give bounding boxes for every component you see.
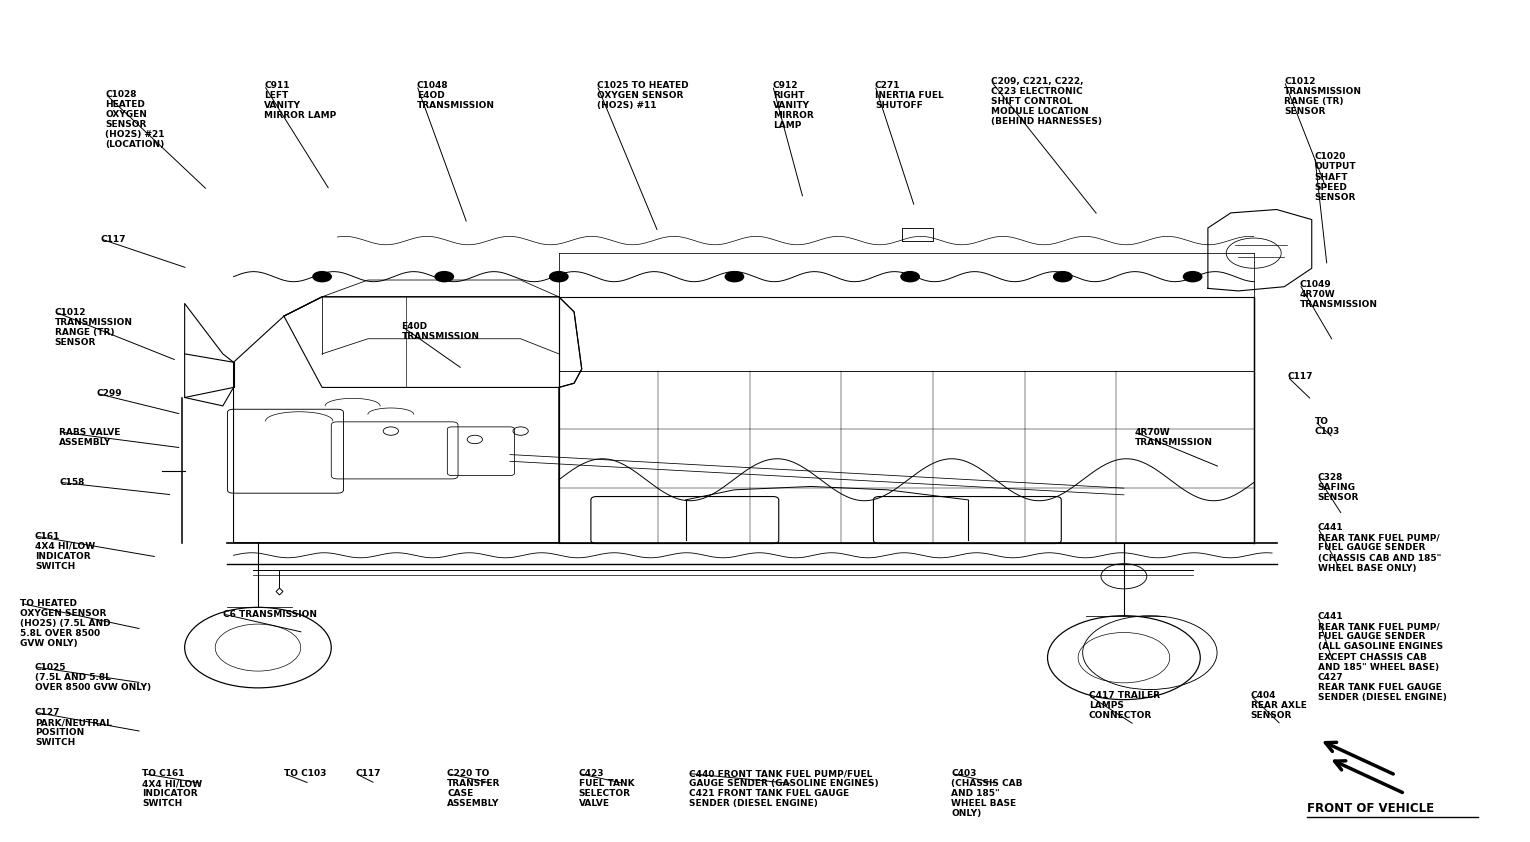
Text: C403
(CHASSIS CAB
AND 185"
WHEEL BASE
ONLY): C403 (CHASSIS CAB AND 185" WHEEL BASE ON… [952,770,1024,818]
Text: C441
REAR TANK FUEL PUMP/
FUEL GAUGE SENDER
(CHASSIS CAB AND 185"
WHEEL BASE ONL: C441 REAR TANK FUEL PUMP/ FUEL GAUGE SEN… [1317,524,1441,573]
Text: C117: C117 [1287,372,1313,381]
Text: C117: C117 [101,235,125,243]
Text: E40D
TRANSMISSION: E40D TRANSMISSION [401,322,479,341]
Text: C417 TRAILER
LAMPS
CONNECTOR: C417 TRAILER LAMPS CONNECTOR [1089,691,1160,720]
Circle shape [435,272,453,282]
Text: C117: C117 [355,770,381,778]
Text: C1049
4R70W
TRANSMISSION: C1049 4R70W TRANSMISSION [1299,280,1377,309]
Text: TO C103: TO C103 [285,770,326,778]
Text: C209, C221, C222,
C223 ELECTRONIC
SHIFT CONTROL
MODULE LOCATION
(BEHIND HARNESSE: C209, C221, C222, C223 ELECTRONIC SHIFT … [991,77,1102,126]
Circle shape [901,272,920,282]
Text: C1012
TRANSMISSION
RANGE (TR)
SENSOR: C1012 TRANSMISSION RANGE (TR) SENSOR [1284,77,1362,116]
Circle shape [314,272,332,282]
Text: RABS VALVE
ASSEMBLY: RABS VALVE ASSEMBLY [60,428,121,447]
Text: C423
FUEL TANK
SELECTOR
VALVE: C423 FUEL TANK SELECTOR VALVE [578,770,635,808]
Circle shape [1054,272,1073,282]
Text: C1020
OUTPUT
SHAFT
SPEED
SENSOR: C1020 OUTPUT SHAFT SPEED SENSOR [1314,152,1357,201]
Text: C1048
E4OD
TRANSMISSION: C1048 E4OD TRANSMISSION [416,81,494,110]
Text: C220 TO
TRANSFER
CASE
ASSEMBLY: C220 TO TRANSFER CASE ASSEMBLY [447,770,500,808]
Text: TO C161
4X4 HI/LOW
INDICATOR
SWITCH: TO C161 4X4 HI/LOW INDICATOR SWITCH [142,770,202,808]
Text: C1025
(7.5L AND 5.8L
OVER 8500 GVW ONLY): C1025 (7.5L AND 5.8L OVER 8500 GVW ONLY) [35,663,151,692]
Text: C271
INERTIA FUEL
SHUTOFF: C271 INERTIA FUEL SHUTOFF [875,81,944,110]
Text: C6 TRANSMISSION: C6 TRANSMISSION [223,610,317,619]
Text: C440 FRONT TANK FUEL PUMP/FUEL
GAUGE SENDER (GASOLINE ENGINES)
C421 FRONT TANK F: C440 FRONT TANK FUEL PUMP/FUEL GAUGE SEN… [688,770,878,808]
Text: C1025 TO HEATED
OXYGEN SENSOR
(HO2S) #11: C1025 TO HEATED OXYGEN SENSOR (HO2S) #11 [597,81,688,110]
Text: C911
LEFT
VANITY
MIRROR LAMP: C911 LEFT VANITY MIRROR LAMP [265,81,337,120]
Text: C328
SAFING
SENSOR: C328 SAFING SENSOR [1317,473,1359,502]
Text: C127
PARK/NEUTRAL
POSITION
SWITCH: C127 PARK/NEUTRAL POSITION SWITCH [35,708,112,747]
Text: FRONT OF VEHICLE: FRONT OF VEHICLE [1307,802,1434,815]
Text: C912
RIGHT
VANITY
MIRROR
LAMP: C912 RIGHT VANITY MIRROR LAMP [773,81,814,131]
Circle shape [725,272,744,282]
Circle shape [549,272,568,282]
Circle shape [1184,272,1201,282]
Text: C158: C158 [60,478,84,487]
Text: 4R70W
TRANSMISSION: 4R70W TRANSMISSION [1135,428,1213,447]
Text: C1012
TRANSMISSION
RANGE (TR)
SENSOR: C1012 TRANSMISSION RANGE (TR) SENSOR [55,307,133,347]
Text: C299: C299 [96,389,122,398]
Text: C1028
HEATED
OXYGEN
SENSOR
(HO2S) #21
(LOCATION): C1028 HEATED OXYGEN SENSOR (HO2S) #21 (L… [106,89,165,149]
Text: C404
REAR AXLE
SENSOR: C404 REAR AXLE SENSOR [1250,691,1307,720]
Text: C441
REAR TANK FUEL PUMP/
FUEL GAUGE SENDER
(ALL GASOLINE ENGINES
EXCEPT CHASSIS: C441 REAR TANK FUEL PUMP/ FUEL GAUGE SEN… [1317,612,1447,701]
Text: C161
4X4 HI/LOW
INDICATOR
SWITCH: C161 4X4 HI/LOW INDICATOR SWITCH [35,532,95,571]
Text: TO HEATED
OXYGEN SENSOR
(HO2S) (7.5L AND
5.8L OVER 8500
GVW ONLY): TO HEATED OXYGEN SENSOR (HO2S) (7.5L AND… [20,599,110,648]
Text: TO
C103: TO C103 [1314,417,1340,436]
